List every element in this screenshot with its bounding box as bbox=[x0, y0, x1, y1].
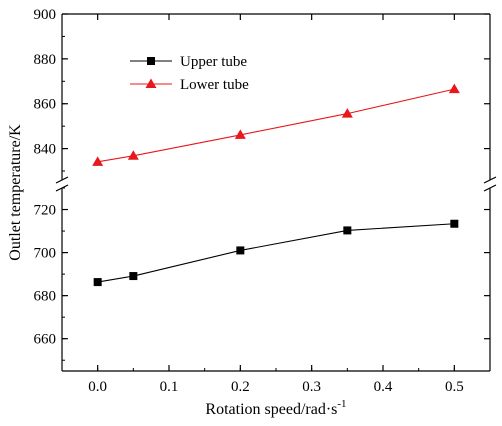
axis-break-mark bbox=[55, 176, 69, 184]
legend-marker bbox=[145, 78, 157, 88]
x-tick-label: 0.2 bbox=[231, 379, 250, 395]
y-axis: 660 680 700 720 840 860 880 900 bbox=[34, 7, 490, 361]
y-tick-label: 660 bbox=[34, 332, 57, 348]
axis-break-mark bbox=[483, 176, 497, 184]
x-tick-label: 0.1 bbox=[160, 379, 179, 395]
legend-item: Lower tube bbox=[130, 77, 249, 93]
x-axis-title: Rotation speed/rad·s-1 bbox=[205, 398, 346, 418]
x-tick-label: 0.0 bbox=[88, 379, 107, 395]
data-point bbox=[127, 150, 139, 160]
legend: Upper tube Lower tube bbox=[130, 54, 249, 93]
y-tick-label: 700 bbox=[34, 246, 57, 262]
y-tick-label: 860 bbox=[34, 97, 57, 113]
legend-label: Lower tube bbox=[180, 77, 249, 93]
x-tick-label: 0.4 bbox=[374, 379, 393, 395]
data-point bbox=[343, 226, 352, 235]
plot-frame bbox=[55, 13, 497, 372]
legend-marker bbox=[147, 57, 155, 65]
data-point bbox=[93, 278, 102, 287]
y-tick-label: 840 bbox=[34, 142, 57, 158]
series-1 bbox=[92, 83, 460, 166]
data-point bbox=[236, 246, 245, 255]
series-line bbox=[97, 88, 455, 163]
series-layer bbox=[92, 83, 460, 287]
data-point bbox=[129, 272, 138, 281]
y-tick-label: 880 bbox=[34, 52, 57, 68]
x-tick-label: 0.5 bbox=[445, 379, 464, 395]
x-tick-label: 0.3 bbox=[302, 379, 321, 395]
y-tick-label: 720 bbox=[34, 203, 57, 219]
data-point bbox=[234, 129, 246, 139]
series-0 bbox=[93, 219, 459, 287]
series-line bbox=[97, 223, 455, 283]
data-point bbox=[450, 219, 459, 228]
data-point bbox=[92, 156, 104, 166]
data-point bbox=[341, 108, 353, 118]
legend-item: Upper tube bbox=[130, 54, 247, 70]
y-axis-title: Outlet temperature/K bbox=[7, 124, 24, 261]
y-tick-label: 900 bbox=[34, 7, 57, 23]
axis-break-mark bbox=[483, 184, 497, 192]
data-point bbox=[448, 83, 460, 94]
x-axis: 0.0 0.1 0.2 0.3 0.4 0.5 bbox=[61, 14, 491, 395]
y-tick-label: 680 bbox=[34, 289, 57, 305]
legend-label: Upper tube bbox=[180, 54, 247, 70]
